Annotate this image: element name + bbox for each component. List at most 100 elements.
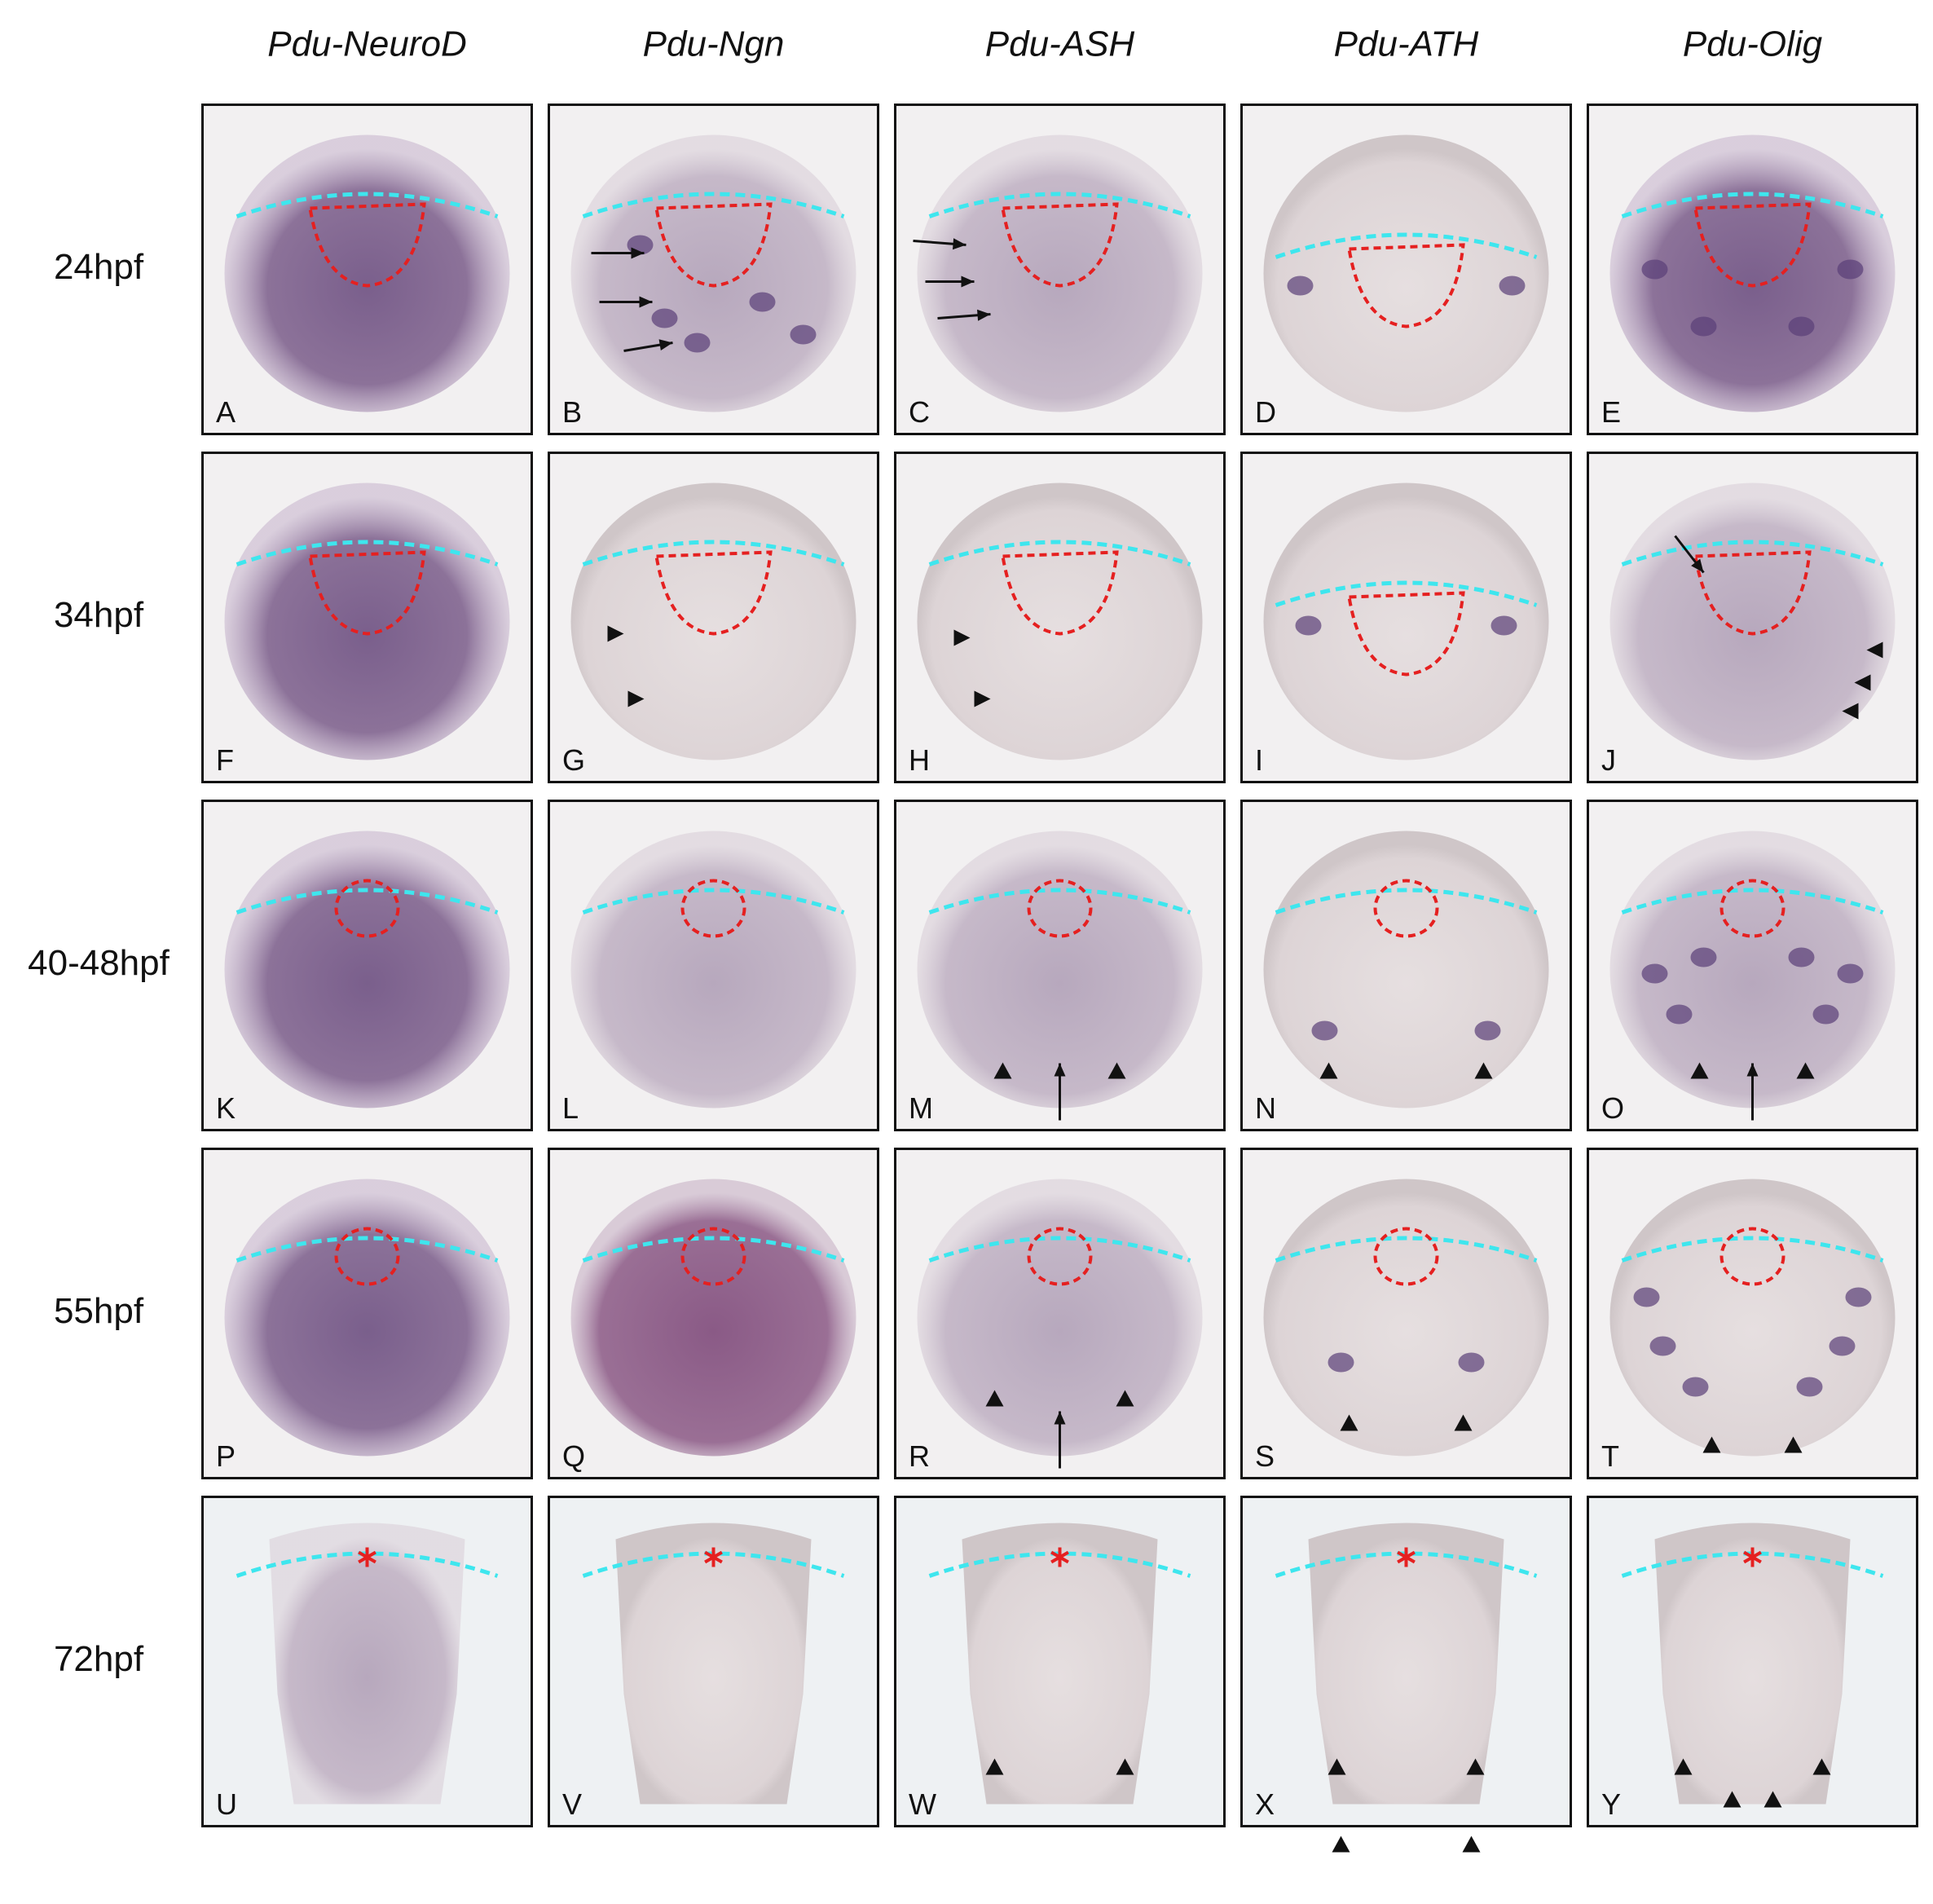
panel-letter: C [909, 395, 930, 429]
column-header: Pdu-ASH [985, 24, 1135, 64]
arrowhead [1328, 1758, 1346, 1775]
stain-spot [1788, 947, 1815, 967]
arrow-tip [961, 275, 975, 288]
stain-spot [651, 308, 678, 328]
panel-border [1587, 1148, 1918, 1479]
arrow-tip [1054, 1063, 1066, 1077]
arrowhead [993, 1062, 1012, 1079]
specimen [962, 1523, 1158, 1805]
panel-border [1587, 1496, 1918, 1827]
red-outline [1693, 202, 1812, 288]
specimen [1609, 483, 1896, 760]
red-outline [680, 879, 746, 938]
panel-letter: M [909, 1091, 933, 1125]
specimen [224, 134, 510, 412]
panel-border [548, 452, 879, 783]
panel: Q [548, 1148, 879, 1479]
row-label: 72hpf [54, 1639, 144, 1679]
arrow-tip [977, 309, 991, 321]
panel: X [1240, 1496, 1572, 1853]
panel: V [548, 1496, 879, 1827]
panel-letter: A [216, 395, 236, 429]
arrow-tip [953, 238, 966, 250]
panel-letter: Y [1601, 1787, 1621, 1821]
stain-spot [1796, 1377, 1823, 1397]
column-header: Pdu-ATH [1334, 24, 1479, 64]
panel-letter: O [1601, 1091, 1624, 1125]
row-label: 34hpf [54, 595, 144, 635]
panel-letter: H [909, 743, 930, 777]
panel-border [201, 104, 533, 435]
panel: T [1587, 1148, 1918, 1479]
arrowhead [1854, 674, 1871, 691]
red-outline [1693, 550, 1812, 636]
panel-border [548, 104, 879, 435]
stain-spot [1837, 259, 1864, 280]
stain-spot [1287, 275, 1314, 296]
specimen [570, 831, 856, 1108]
cyan-boundary [928, 192, 1191, 218]
specimen [570, 134, 856, 412]
panel: K [201, 800, 533, 1131]
panel-letter: T [1601, 1439, 1619, 1473]
arrowhead [1763, 1791, 1782, 1808]
stain-spot [1458, 1352, 1485, 1373]
stain-spot [1295, 615, 1322, 636]
arrowhead [1812, 1758, 1831, 1775]
row-label: 40-48hpf [28, 943, 170, 983]
row-label: 55hpf [54, 1291, 144, 1331]
arrowhead [627, 690, 645, 707]
red-outline [1001, 202, 1119, 288]
asterisk-stroke [1397, 1550, 1416, 1564]
arrowhead [1116, 1758, 1134, 1775]
cyan-boundary [1621, 888, 1884, 915]
cyan-boundary [582, 888, 845, 915]
stain-spot [1829, 1336, 1856, 1356]
column-header: Pdu-NeuroD [267, 24, 467, 64]
red-outline [1027, 1227, 1093, 1286]
stain-spot [1499, 275, 1526, 296]
panel: B [548, 104, 879, 435]
arrowhead [1454, 1414, 1473, 1431]
arrowhead [1842, 703, 1859, 720]
panel-letter: R [909, 1439, 930, 1473]
arrowhead [1690, 1062, 1709, 1079]
specimen [224, 1179, 510, 1457]
cyan-boundary [928, 540, 1191, 566]
specimen [1609, 134, 1896, 412]
panel-letter: P [216, 1439, 236, 1473]
panel-border [894, 452, 1226, 783]
panel-border [894, 1148, 1226, 1479]
stain-spot [1690, 316, 1717, 337]
panel-border [1240, 1148, 1572, 1479]
arrowhead [1340, 1414, 1358, 1431]
specimen [1263, 483, 1549, 760]
panel-letter: U [216, 1787, 237, 1821]
arrowhead [1723, 1791, 1741, 1808]
panel-letter: B [562, 395, 582, 429]
cyan-boundary [236, 888, 499, 915]
cyan-boundary [928, 888, 1191, 915]
arrowhead [1674, 1758, 1693, 1775]
panel: R [894, 1148, 1226, 1479]
panel-letter: G [562, 743, 585, 777]
specimen [1609, 831, 1896, 1108]
red-asterisk [704, 1547, 723, 1567]
red-outline [1027, 879, 1093, 938]
panel-border [201, 1496, 533, 1827]
panel: O [1587, 800, 1918, 1131]
cyan-boundary [1621, 540, 1884, 566]
cyan-boundary [582, 540, 845, 566]
red-outline [654, 202, 773, 288]
panel-border [201, 452, 533, 783]
panel-border [1240, 452, 1572, 783]
stain-spot [1474, 1020, 1501, 1041]
cyan-boundary [1275, 232, 1538, 259]
arrowhead [1466, 1758, 1485, 1775]
arrowhead [1866, 641, 1883, 659]
arrow-tip [1054, 1411, 1066, 1425]
red-asterisk [1050, 1547, 1069, 1567]
panel: L [548, 800, 879, 1131]
specimen [570, 1179, 856, 1457]
stain-spot [1682, 1377, 1709, 1397]
